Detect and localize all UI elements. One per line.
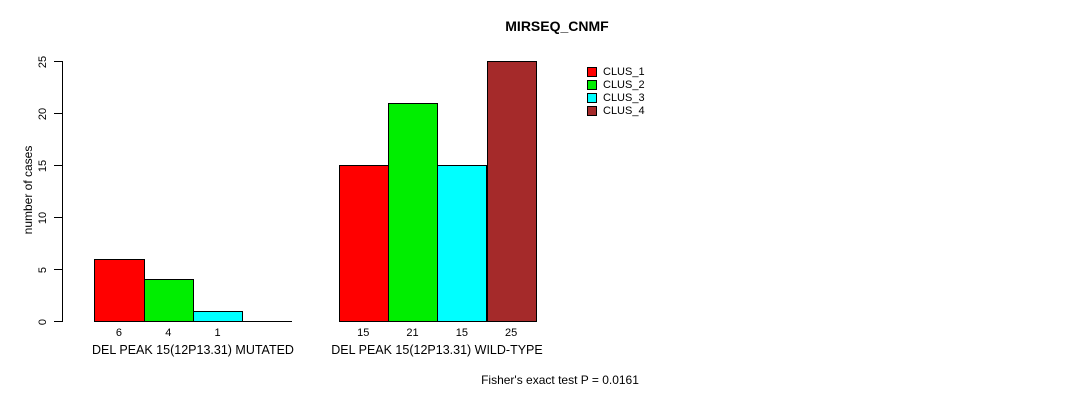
y-axis-tick bbox=[54, 113, 62, 114]
x-category-label-wildtype: DEL PEAK 15(12P13.31) WILD-TYPE bbox=[331, 343, 543, 357]
legend-label-clus_3: CLUS_3 bbox=[603, 92, 645, 104]
bar-value-label: 21 bbox=[406, 327, 419, 339]
bar-clus_2 bbox=[387, 102, 439, 322]
bar-clus_4 bbox=[486, 61, 537, 322]
legend-label-clus_1: CLUS_1 bbox=[603, 66, 645, 78]
y-axis-tick-label: 5 bbox=[37, 266, 49, 273]
y-axis-tick bbox=[54, 217, 62, 218]
y-axis-line bbox=[62, 61, 63, 322]
y-axis-tick-label: 20 bbox=[37, 107, 49, 120]
bar-clus_3 bbox=[192, 310, 244, 322]
bar-clus_3 bbox=[437, 165, 488, 322]
y-axis-tick-label: 0 bbox=[37, 318, 49, 325]
y-axis-tick bbox=[54, 61, 62, 62]
bar-value-label: 15 bbox=[455, 327, 468, 339]
y-axis-tick-label: 10 bbox=[37, 211, 49, 224]
legend-label-clus_2: CLUS_2 bbox=[603, 79, 645, 91]
bar-value-label: 6 bbox=[115, 327, 122, 339]
bar-clus_1 bbox=[94, 258, 145, 322]
y-axis-tick bbox=[54, 165, 62, 166]
bar-value-label: 4 bbox=[165, 327, 172, 339]
chart-title: MIRSEQ_CNMF bbox=[505, 18, 609, 34]
bar-value-label: 1 bbox=[214, 327, 221, 339]
bar-clus_1 bbox=[338, 165, 389, 322]
legend-swatch-clus_1 bbox=[587, 67, 597, 77]
x-category-label-mutated: DEL PEAK 15(12P13.31) MUTATED bbox=[92, 343, 294, 357]
legend-swatch-clus_3 bbox=[587, 93, 597, 103]
y-axis-tick-label: 15 bbox=[37, 159, 49, 172]
bar-clus_2 bbox=[143, 279, 194, 322]
bar-value-label: 15 bbox=[357, 327, 370, 339]
y-axis-tick bbox=[54, 321, 62, 322]
y-axis-tick bbox=[54, 269, 62, 270]
fisher-test-annotation: Fisher's exact test P = 0.0161 bbox=[481, 373, 639, 387]
legend-swatch-clus_2 bbox=[587, 80, 597, 90]
legend-swatch-clus_4 bbox=[587, 106, 597, 116]
bar-value-label: 25 bbox=[505, 327, 518, 339]
legend-label-clus_4: CLUS_4 bbox=[603, 105, 645, 117]
y-axis-tick-label: 25 bbox=[37, 55, 49, 68]
